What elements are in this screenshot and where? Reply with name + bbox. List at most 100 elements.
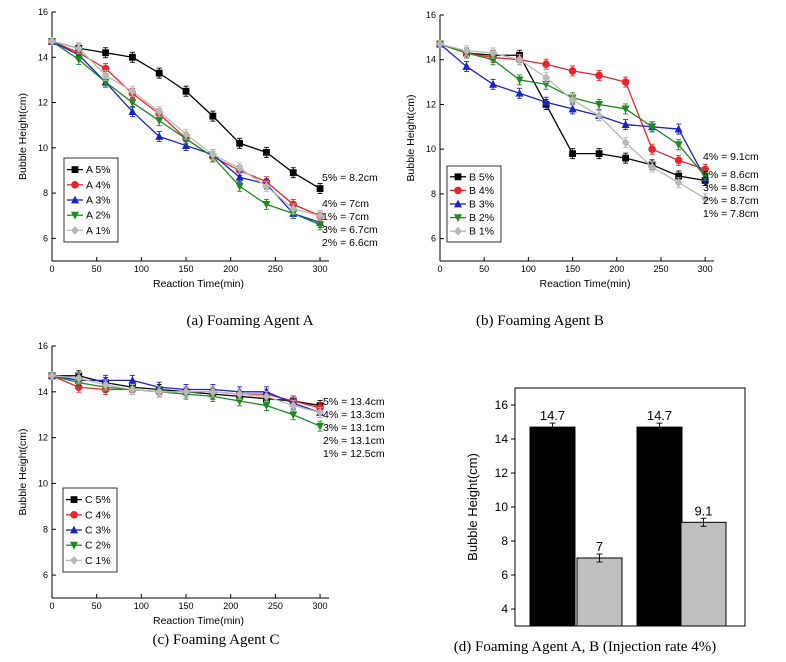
x-tick-label: 200 [609, 264, 624, 274]
chart-caption: (b) Foaming Agent B [476, 313, 604, 329]
legend: C 5% C 4% C 3% C 2% C 1% [62, 487, 118, 573]
data-point [155, 107, 164, 116]
data-point [128, 86, 137, 96]
x-axis-label: Reaction Time(min) [153, 615, 244, 627]
y-tick-label: 8 [43, 524, 48, 534]
data-point [289, 401, 298, 410]
y-tick-label: 6 [501, 568, 508, 582]
y-tick-label: 14 [495, 432, 509, 446]
legend-label: C 3% [85, 525, 111, 537]
data-label: 9.1 [694, 503, 712, 518]
data-point [542, 97, 551, 106]
legend-marker [71, 195, 79, 204]
data-label: 7 [596, 539, 603, 554]
legend-marker [70, 496, 78, 503]
data-point [675, 172, 683, 180]
data-point [182, 129, 191, 139]
legend-marker [70, 541, 78, 550]
bar [680, 521, 727, 627]
data-point [515, 88, 524, 97]
y-tick-label: 12 [426, 99, 436, 109]
data-point [289, 169, 297, 177]
value-annotation: 2% = 6.6cm [322, 237, 378, 249]
legend-label: B 5% [469, 171, 494, 183]
series-1pct [48, 37, 325, 222]
data-point [155, 132, 164, 140]
value-annotation: 1% = 12.5cm [323, 448, 385, 460]
y-tick-label: 14 [426, 55, 436, 65]
y-tick-label: 10 [38, 143, 48, 153]
series-3pct [436, 39, 710, 184]
legend-marker [70, 556, 78, 565]
x-tick-label: 300 [313, 264, 328, 274]
legend-marker [71, 226, 79, 235]
legend-label: B 4% [469, 185, 494, 197]
data-point [542, 73, 551, 83]
y-tick-label: 4 [501, 602, 508, 616]
y-tick-label: 8 [431, 189, 436, 199]
bar [636, 426, 683, 627]
x-tick-label: 250 [268, 264, 283, 274]
legend-marker [454, 199, 462, 208]
legend-marker [71, 166, 79, 173]
x-tick-label: 50 [479, 264, 489, 274]
y-tick-label: 10 [495, 500, 509, 514]
chart-caption: (a) Foaming Agent A [186, 313, 313, 329]
data-point [316, 422, 325, 431]
data-point [436, 39, 444, 49]
legend: B 5% B 4% B 3%B 2% B 1% [446, 165, 502, 243]
data-point [235, 172, 244, 181]
data-point [674, 156, 683, 165]
data-point [316, 221, 325, 230]
legend-label: C 1% [85, 555, 111, 567]
data-point [515, 55, 524, 65]
data-point [155, 69, 163, 77]
data-point [155, 117, 164, 126]
data-point [289, 204, 298, 214]
legend-label: B 1% [469, 226, 494, 238]
data-point [128, 107, 137, 115]
data-label: 14.7 [647, 408, 672, 423]
data-point [74, 43, 83, 53]
y-tick-label: 8 [43, 188, 48, 198]
y-axis-label: Bubble Height(cm) [17, 429, 29, 516]
value-annotation: 4% = 7cm [322, 198, 369, 210]
x-tick-label: 50 [92, 601, 102, 611]
data-point [209, 112, 217, 120]
y-axis-label: Bubble Height(cm) [405, 95, 417, 182]
data-point [568, 67, 577, 75]
data-point [289, 411, 298, 420]
data-point [236, 139, 244, 147]
legend-label: A 3% [86, 195, 111, 207]
data-point [489, 48, 498, 58]
legend-marker [454, 226, 462, 236]
data-point [129, 53, 136, 61]
data-point [182, 387, 191, 397]
data-point [182, 87, 190, 95]
x-tick-label: 100 [521, 264, 536, 274]
data-point [595, 71, 603, 80]
x-tick-label: 150 [565, 264, 580, 274]
data-point [462, 46, 471, 56]
y-tick-label: 6 [431, 234, 436, 244]
data-point [542, 60, 550, 68]
series-5pct [48, 38, 324, 195]
data-point [569, 150, 576, 158]
data-point [568, 104, 577, 113]
data-point [262, 201, 271, 209]
x-tick-label: 200 [223, 601, 238, 611]
data-point [102, 49, 110, 57]
value-annotation: 3% = 13.1cm [323, 422, 385, 434]
x-tick-label: 250 [653, 264, 668, 274]
value-annotation: 2% = 13.1cm [323, 435, 385, 447]
value-annotation: 5% = 13.4cm [323, 396, 385, 408]
data-point [208, 387, 217, 397]
data-point [701, 172, 710, 181]
data-point [101, 380, 110, 390]
x-tick-label: 100 [134, 264, 149, 274]
x-tick-label: 100 [134, 601, 149, 611]
data-point [128, 385, 137, 394]
y-axis-label: Bubble Height(cm) [465, 453, 480, 561]
y-tick-label: 16 [38, 7, 48, 17]
